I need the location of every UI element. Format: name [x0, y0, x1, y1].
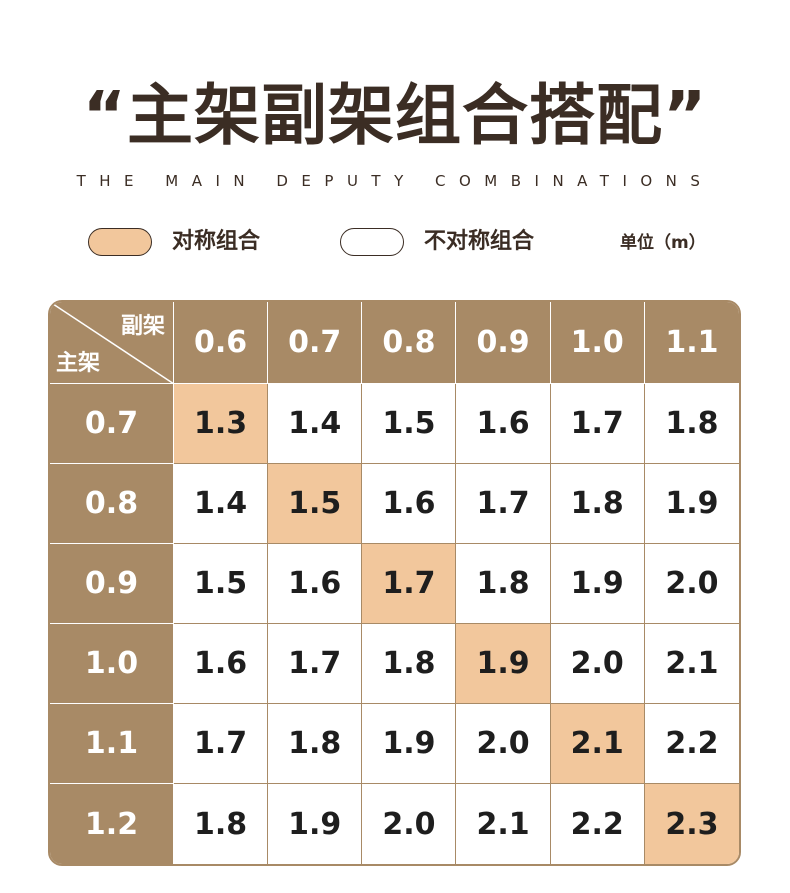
- corner-diagonal-line: [50, 302, 174, 384]
- row-header: 1.2: [50, 784, 174, 864]
- column-header: 1.1: [644, 302, 739, 384]
- table-cell: 1.5: [362, 384, 457, 464]
- symmetric-cell: 1.7: [362, 544, 457, 624]
- table-cell: 1.8: [644, 384, 739, 464]
- corner-row-axis-label: 主架: [56, 351, 101, 376]
- table-cell: 1.7: [268, 624, 363, 704]
- combination-grid: 副架 主架 0.6 0.7 0.8 0.9 1.0 1.1 0.7 1.3 1.4 1.5 1.6 1…: [50, 302, 739, 864]
- symmetric-cell: 1.3: [174, 384, 269, 464]
- table-cell: 1.7: [550, 384, 645, 464]
- table-cell: 1.9: [550, 544, 645, 624]
- symmetric-cell: 1.9: [456, 624, 551, 704]
- symmetric-cell: 1.5: [268, 464, 363, 544]
- table-cell: 2.0: [362, 784, 457, 864]
- table-cell: 2.0: [550, 624, 645, 704]
- symmetric-cell: 2.1: [550, 704, 645, 784]
- table-cell: 1.6: [268, 544, 363, 624]
- table-cell: 1.8: [174, 784, 269, 864]
- table-cell: 1.5: [174, 544, 269, 624]
- table-cell: 1.4: [174, 464, 269, 544]
- table-cell: 2.0: [456, 704, 551, 784]
- page-subtitle: THE MAIN DEPUTY COMBINATIONS: [76, 172, 714, 190]
- combination-table: 副架 主架 0.6 0.7 0.8 0.9 1.0 1.1 0.7 1.3 1.4 1.5 1.6 1…: [48, 300, 741, 866]
- table-cell: 1.7: [456, 464, 551, 544]
- table-cell: 1.6: [174, 624, 269, 704]
- table-cell: 2.1: [456, 784, 551, 864]
- table-cell: 1.8: [362, 624, 457, 704]
- symmetric-swatch: [88, 228, 152, 256]
- table-cell: 1.9: [268, 784, 363, 864]
- table-cell: 2.2: [551, 784, 645, 864]
- row-header: 1.0: [50, 624, 174, 704]
- row-header: 0.9: [50, 544, 174, 624]
- row-header: 0.7: [50, 384, 174, 464]
- table-cell: 1.7: [174, 704, 269, 784]
- table-corner-header: 副架 主架: [50, 302, 174, 384]
- table-cell: 1.8: [550, 464, 645, 544]
- row-header: 0.8: [50, 464, 174, 544]
- page-title: “主架副架组合搭配”: [82, 77, 708, 154]
- asymmetric-swatch: [340, 228, 404, 256]
- corner-column-axis-label: 副架: [120, 314, 165, 339]
- table-cell: 2.0: [644, 544, 739, 624]
- table-cell: 2.1: [644, 624, 739, 704]
- table-cell: 1.9: [362, 704, 457, 784]
- column-header: 0.9: [456, 302, 551, 384]
- table-cell: 1.4: [268, 384, 363, 464]
- column-header: 1.0: [550, 302, 645, 384]
- legend: 对称组合 不对称组合 单位（m）: [0, 224, 790, 260]
- table-cell: 1.6: [362, 464, 457, 544]
- column-header: 0.7: [268, 302, 363, 384]
- table-cell: 2.2: [644, 704, 739, 784]
- symmetric-legend-label: 对称组合: [172, 229, 261, 254]
- asymmetric-legend-label: 不对称组合: [424, 229, 535, 254]
- table-cell: 1.6: [456, 384, 551, 464]
- unit-label: 单位（m）: [620, 233, 706, 253]
- table-cell: 1.9: [644, 464, 739, 544]
- table-cell: 1.8: [456, 544, 551, 624]
- column-header: 0.6: [174, 302, 269, 384]
- column-header: 0.8: [362, 302, 457, 384]
- symmetric-cell: 2.3: [644, 784, 739, 864]
- table-cell: 1.8: [268, 704, 363, 784]
- row-header: 1.1: [50, 704, 174, 784]
